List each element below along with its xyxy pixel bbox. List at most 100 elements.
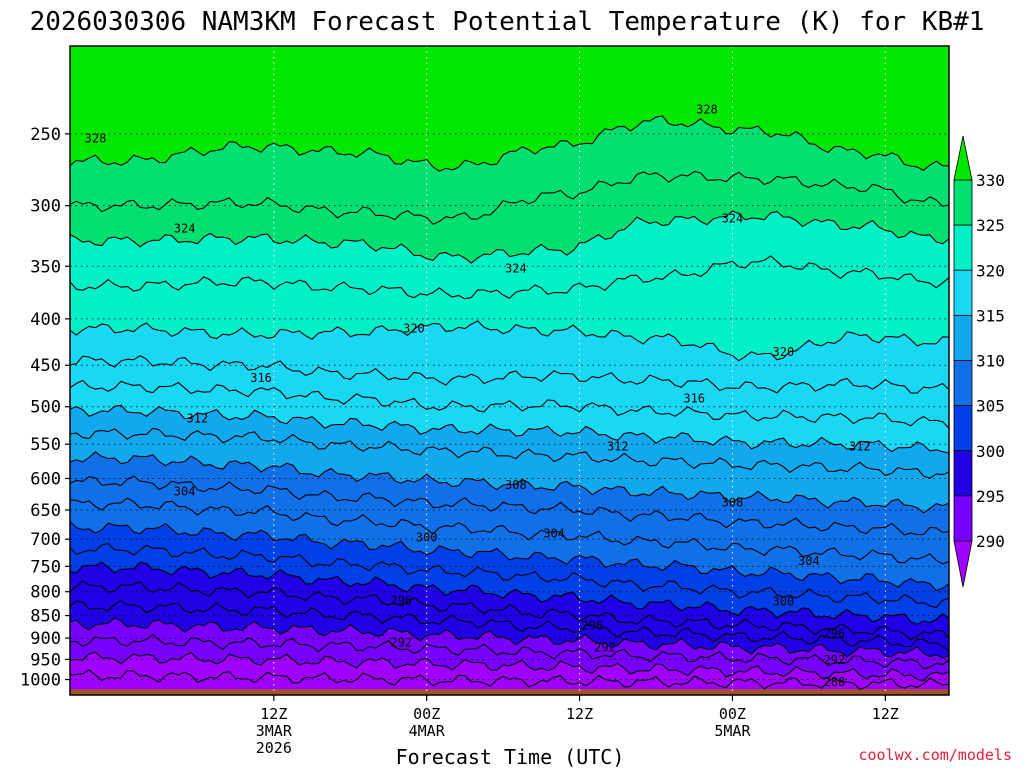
contour-line-298 [70, 580, 949, 641]
contour-label-296-21: 296 [824, 627, 846, 641]
contour-label-324-4: 324 [722, 212, 744, 226]
contour-line-324 [70, 210, 949, 264]
contour-label-304-15: 304 [543, 526, 565, 540]
y-tick-label-350: 350 [30, 257, 61, 277]
contour-label-292-23: 292 [594, 641, 616, 655]
contour-label-308-13: 308 [722, 496, 744, 510]
contour-line-300 [70, 561, 949, 625]
x-tick-year-6: 2026 [256, 739, 292, 757]
contour-line-290 [70, 651, 949, 682]
color-fill-layer [70, 46, 949, 695]
colorbar-arrow-top [953, 135, 973, 181]
contour-line-316 [70, 379, 949, 429]
colorbar-arrow-bottom [953, 540, 973, 588]
contour-line-308 [70, 475, 949, 536]
contour-label-288-25: 288 [824, 675, 846, 689]
contour-label-304-14: 304 [174, 484, 196, 498]
colorbar-label-315: 315 [976, 306, 1005, 325]
contour-line-312 [70, 427, 949, 479]
contour-label-312-9: 312 [187, 411, 209, 425]
contour-label-320-6: 320 [773, 345, 795, 359]
contour-line-304 [70, 521, 949, 592]
x-axis-label: Forecast Time (UTC) [396, 745, 625, 768]
plot-frame [69, 45, 950, 696]
x-tick-label-30: 12Z [566, 705, 593, 723]
contour-line-314 [70, 404, 949, 454]
chart-title: 2026030306 NAM3KM Forecast Potential Tem… [30, 7, 985, 37]
y-tick-label-500: 500 [30, 398, 61, 418]
contour-label-324-3: 324 [505, 262, 527, 276]
colorbar-box-3 [953, 314, 973, 361]
colorbar-label-305: 305 [976, 397, 1005, 416]
colorbar-box-6 [953, 450, 973, 497]
x-tick-label-6: 12Z [260, 705, 287, 723]
colorbar-label-325: 325 [976, 216, 1005, 235]
ground-strip [70, 689, 949, 695]
contour-label-layer: 328 328 324 324 324 320 320 316 316 312 312 312 308 3… [85, 102, 871, 688]
credit-link[interactable]: coolwx.com/models [858, 746, 1012, 764]
x-tick-date-18: 4MAR [409, 722, 446, 740]
y-tick-label-700: 700 [30, 530, 61, 550]
colorbar-box-0 [953, 179, 973, 226]
colorbar-label-310: 310 [976, 352, 1005, 371]
colorbar-label-320: 320 [976, 261, 1005, 280]
x-tick-date-6: 3MAR [256, 722, 293, 740]
y-tick-label-850: 850 [30, 607, 61, 627]
contour-label-300-17: 300 [416, 530, 438, 544]
colorbar-label-330: 330 [976, 171, 1005, 190]
x-tick-label-42: 00Z [719, 705, 746, 723]
contour-line-328 [70, 115, 949, 172]
x-tick-label-54: 12Z [872, 705, 899, 723]
colorbar-label-290: 290 [976, 532, 1005, 551]
contour-label-324-2: 324 [174, 222, 196, 236]
colorbar: 330 325 320 315 310 305 300 295 290 [953, 135, 1005, 588]
contour-line-306 [70, 497, 949, 565]
y-tick-label-550: 550 [30, 435, 61, 455]
contour-line-326 [70, 171, 949, 225]
colorbar-box-1 [953, 224, 973, 271]
colorbar-label-300: 300 [976, 442, 1005, 461]
contour-label-296-20: 296 [581, 619, 603, 633]
x-tick-label-18: 00Z [413, 705, 440, 723]
contour-label-292-24: 292 [824, 653, 846, 667]
y-axis: 2503003504004505005506006507007508008509… [20, 125, 70, 691]
y-tick-label-950: 950 [30, 650, 61, 670]
contour-label-308-12: 308 [505, 478, 527, 492]
colorbar-box-5 [953, 405, 973, 452]
y-tick-label-650: 650 [30, 501, 61, 521]
contour-layer [70, 115, 949, 691]
contour-line-318 [70, 355, 949, 394]
contour-label-312-10: 312 [607, 439, 629, 453]
contour-label-320-5: 320 [403, 322, 425, 336]
y-tick-label-250: 250 [30, 125, 61, 145]
contour-label-316-7: 316 [250, 371, 272, 385]
contour-line-292 [70, 634, 949, 670]
contour-label-296-19: 296 [390, 593, 412, 607]
colorbar-box-7 [953, 495, 973, 542]
contour-line-296 [70, 600, 949, 652]
contour-label-304-16: 304 [798, 554, 820, 568]
contour-line-320 [70, 320, 949, 362]
contour-label-312-11: 312 [849, 439, 871, 453]
y-tick-label-800: 800 [30, 583, 61, 603]
colorbar-box-2 [953, 269, 973, 316]
x-tick-date-42: 5MAR [714, 722, 751, 740]
contour-line-302 [70, 543, 949, 609]
colorbar-label-295: 295 [976, 487, 1005, 506]
grid-layer [70, 46, 949, 695]
contour-line-322 [70, 255, 949, 300]
fill-band-288 [70, 669, 949, 695]
contour-label-300-18: 300 [773, 594, 795, 608]
y-tick-label-750: 750 [30, 557, 61, 577]
contour-label-292-22: 292 [390, 635, 412, 649]
y-tick-label-1000: 1000 [20, 671, 61, 691]
contour-label-328-0: 328 [85, 132, 107, 146]
contour-label-316-8: 316 [683, 392, 705, 406]
y-tick-label-300: 300 [30, 197, 61, 217]
contour-line-310 [70, 451, 949, 514]
contour-line-294 [70, 617, 949, 659]
y-tick-label-400: 400 [30, 310, 61, 330]
contour-line-288 [70, 669, 949, 691]
